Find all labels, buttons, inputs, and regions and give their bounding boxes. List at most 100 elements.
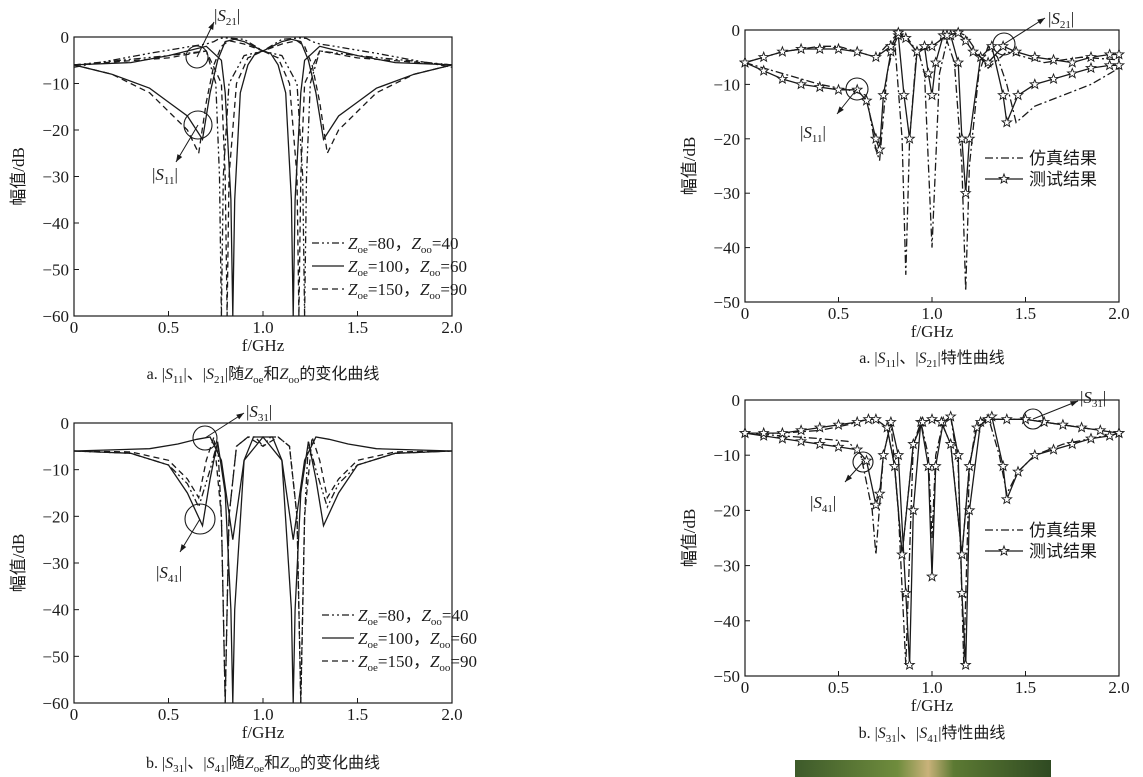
- star-marker: [963, 459, 976, 472]
- photo-strip: [795, 760, 1051, 777]
- bl-s41-label-callout: [179, 503, 216, 553]
- y-tick-label: −50: [713, 293, 740, 312]
- star-marker: [884, 40, 897, 52]
- series-line-1: [745, 415, 1119, 666]
- tr-s11-label-arrowhead: [837, 106, 844, 114]
- y-tick-label: −30: [42, 168, 69, 187]
- legend-label: Zoe=80，Zoo=40: [358, 606, 469, 628]
- star-marker: [1000, 493, 1013, 505]
- series-line-5: [74, 50, 452, 317]
- star-marker: [873, 143, 886, 155]
- star-marker: [944, 437, 957, 450]
- x-tick-label: 0: [741, 304, 750, 323]
- star-marker: [869, 412, 882, 425]
- star-marker: [997, 89, 1010, 101]
- star-marker: [757, 426, 770, 439]
- star-marker: [776, 45, 789, 57]
- star-marker: [935, 415, 948, 428]
- x-tick-label: 1.5: [1015, 678, 1036, 697]
- legend-label: 测试结果: [1029, 542, 1097, 561]
- y-tick-label: −20: [713, 130, 740, 149]
- star-marker: [1012, 89, 1025, 101]
- star-marker: [877, 89, 890, 101]
- star-marker: [907, 504, 920, 516]
- legend-label: Zoe=100，Zoo=60: [348, 257, 467, 279]
- y-tick-label: −40: [713, 612, 740, 631]
- y-tick-label: −40: [42, 601, 69, 620]
- x-tick-label: 0: [70, 705, 79, 724]
- star-marker: [897, 89, 910, 101]
- series-markers-4: [738, 26, 1126, 68]
- bl-s31-label-circle: [192, 425, 218, 451]
- legend-label: 仿真结果: [1029, 149, 1097, 168]
- legend-bl: Zoe=80，Zoo=40Zoe=100，Zoo=60Zoe=150，Zoo=9…: [322, 606, 477, 674]
- star-marker: [757, 64, 770, 76]
- star-marker: [813, 80, 826, 93]
- legend-label: Zoe=150，Zoo=90: [348, 280, 467, 302]
- tl-s21-label-callout: [185, 21, 215, 69]
- y-tick-label: 0: [732, 391, 741, 410]
- star-marker: [869, 132, 882, 144]
- bl-s31-label-arrow: [204, 412, 245, 439]
- caption-bl: b. |S31|、|S41|随Zoe和Zoo的变化曲线: [146, 754, 380, 775]
- star-marker: [1112, 48, 1126, 60]
- star-marker: [997, 544, 1011, 557]
- series-line-4: [74, 435, 452, 540]
- star-marker: [963, 132, 976, 144]
- y-tick-label: −10: [713, 446, 740, 465]
- star-marker: [795, 78, 808, 90]
- tr-s11-label-circle: [845, 77, 869, 101]
- y-tick-label: 0: [732, 21, 741, 40]
- legend-label: 仿真结果: [1029, 521, 1097, 540]
- tl-s21-label-arrowhead: [208, 22, 214, 30]
- star-marker: [899, 586, 912, 599]
- star-marker: [832, 418, 845, 430]
- star-marker: [860, 454, 873, 466]
- star-marker: [851, 443, 864, 455]
- star-marker: [959, 658, 972, 671]
- series-line-2: [745, 415, 1119, 666]
- x-axis-label: f/GHz: [911, 322, 954, 341]
- y-axis-label: 幅值/dB: [680, 137, 699, 196]
- star-marker: [738, 426, 752, 439]
- star-marker: [869, 50, 882, 63]
- star-marker: [1038, 415, 1051, 428]
- star-marker: [955, 586, 968, 599]
- star-marker: [884, 45, 897, 57]
- star-marker: [922, 67, 935, 79]
- x-tick-label: 2.0: [441, 318, 462, 337]
- x-tick-label: 2.0: [1108, 304, 1129, 323]
- x-tick-label: 1.0: [921, 678, 942, 697]
- y-tick-label: −10: [42, 75, 69, 94]
- star-marker: [795, 42, 808, 55]
- star-marker: [869, 498, 882, 510]
- y-tick-label: −60: [42, 307, 69, 326]
- star-marker: [944, 410, 957, 422]
- star-marker: [1084, 61, 1097, 74]
- br-s41-label: |S41|: [810, 493, 836, 515]
- br-s31-label-arrowhead: [1070, 401, 1078, 407]
- br-s31-label-callout: [1022, 400, 1079, 430]
- bl-s41-label-arrowhead: [180, 544, 187, 552]
- star-marker: [899, 31, 912, 44]
- series-line-1: [74, 436, 452, 704]
- tr-s21-label-arrowhead: [1037, 18, 1045, 25]
- series-line-2: [74, 38, 452, 142]
- star-marker: [925, 88, 939, 101]
- star-marker: [916, 415, 929, 428]
- legend-label: Zoe=150，Zoo=90: [358, 652, 477, 674]
- star-marker: [757, 50, 770, 63]
- star-marker: [967, 45, 980, 57]
- star-marker: [776, 432, 789, 444]
- y-tick-label: −40: [42, 214, 69, 233]
- y-tick-label: −40: [713, 239, 740, 258]
- bl-s31-label-callout: [192, 412, 245, 451]
- star-marker: [881, 421, 894, 433]
- star-marker: [776, 72, 789, 85]
- star-marker: [903, 132, 916, 144]
- br-s41-label-callout: [844, 451, 874, 483]
- y-tick-label: −60: [42, 694, 69, 713]
- chart-tl: 0 0.5 1.0 1.5 2.0 0 −10 −20 −30 −40 −50 −60 f/GHz 幅值/…: [9, 28, 463, 355]
- chart-bl: 0 0.5 1.0 1.5 2.0 0 −10 −20 −30 −40 −50 −60 f/GHz 幅值/…: [9, 414, 463, 742]
- tl-s11-label-callout: [175, 110, 213, 163]
